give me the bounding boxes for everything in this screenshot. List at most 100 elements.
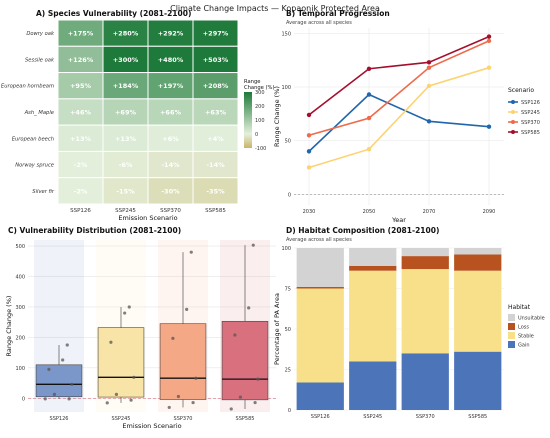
figure-title: Climate Change Impacts — Kopaonik Protec… xyxy=(170,4,380,13)
heatmap-cell-label: -15% xyxy=(116,187,135,195)
data-point xyxy=(426,119,432,124)
legend-marker xyxy=(511,110,515,114)
heatmap-cell-label: +69% xyxy=(115,109,136,117)
heatmap-cell xyxy=(192,124,239,152)
legend-marker xyxy=(511,120,515,124)
legend-colorbar xyxy=(244,92,252,148)
jitter-point xyxy=(191,400,195,405)
heatmap-cell-label: -14% xyxy=(206,161,225,169)
heatmap-cell xyxy=(147,72,194,100)
panel-c-boxplot: C) Vulnerability Distribution (2081-2100… xyxy=(5,226,276,430)
heatmap-row-label: Sessile oak xyxy=(25,57,55,63)
data-point xyxy=(486,65,492,70)
heatmap-cell-label: +46% xyxy=(70,109,91,117)
heatmap-cell xyxy=(192,98,239,126)
jitter-point xyxy=(114,392,119,396)
stacked-bar-segment xyxy=(349,361,397,410)
data-point xyxy=(486,38,492,44)
y-tick-label: 0 xyxy=(22,396,25,402)
jitter-point xyxy=(105,401,109,405)
heatmap-cell-label: -2% xyxy=(74,187,88,195)
data-point xyxy=(366,66,372,71)
series-line xyxy=(308,66,490,169)
legend-swatch xyxy=(508,323,515,330)
y-tick-label: 200 xyxy=(15,335,25,341)
legend-label: SSP245 xyxy=(521,110,540,116)
y-tick-label: 400 xyxy=(15,275,25,281)
heatmap-column-label: SSP370 xyxy=(160,208,181,214)
heatmap-cell-label: +6% xyxy=(162,135,179,143)
heatmap-cell-label: +175% xyxy=(68,30,94,38)
heatmap-row-label: European hornbeam xyxy=(1,84,54,90)
legend-tick-label: 200 xyxy=(255,104,265,110)
jitter-point xyxy=(194,376,198,380)
heatmap-cell-label: -6% xyxy=(119,161,133,169)
series-line xyxy=(308,93,490,152)
heatmap-cell xyxy=(192,150,239,179)
box xyxy=(97,327,145,398)
heatmap-cell-label: +63% xyxy=(205,109,226,117)
x-tick-label: SSP126 xyxy=(50,416,69,422)
x-tick-label: SSP370 xyxy=(174,416,193,422)
y-tick-label: 300 xyxy=(15,305,25,311)
jitter-point xyxy=(256,377,260,381)
data-point xyxy=(486,124,492,129)
data-point xyxy=(486,34,492,39)
data-point xyxy=(306,149,312,154)
legend-title: Change (%) xyxy=(244,85,275,91)
heatmap-cell xyxy=(192,177,239,205)
heatmap-column-label: SSP585 xyxy=(205,208,226,214)
legend-title: Scenario xyxy=(508,87,534,94)
x-tick-label: 2070 xyxy=(423,209,436,215)
x-tick-label: SSP585 xyxy=(468,414,487,420)
panel-d-title: D) Habitat Composition (2081-2100) xyxy=(286,226,439,235)
heatmap-cell xyxy=(57,177,104,205)
y-tick-label: 50 xyxy=(285,139,291,145)
stacked-bar-segment xyxy=(454,254,502,271)
stacked-bar-segment xyxy=(349,265,397,271)
heatmap-cell-label: -30% xyxy=(161,187,180,195)
heatmap-cell-label: +480% xyxy=(158,56,184,64)
heatmap-row-label: European beech xyxy=(12,136,54,142)
legend-label: Stable xyxy=(518,334,534,340)
y-tick-label: 100 xyxy=(281,246,291,252)
jitter-point xyxy=(67,397,71,401)
data-point xyxy=(306,133,312,138)
legend-label: Gain xyxy=(518,343,530,349)
heatmap-cell-label: +297% xyxy=(203,30,229,38)
heatmap-cell xyxy=(57,98,104,126)
x-tick-label: 2090 xyxy=(483,209,496,215)
jitter-point xyxy=(132,375,136,379)
y-tick-label: 50 xyxy=(285,327,291,333)
x-tick-label: SSP126 xyxy=(311,414,330,420)
stacked-bar-segment xyxy=(401,256,449,270)
legend-tick-label: 100 xyxy=(255,118,265,124)
data-point xyxy=(366,115,372,121)
data-point xyxy=(366,147,372,152)
stacked-bar-segment xyxy=(296,286,344,289)
heatmap-column-label: SSP126 xyxy=(70,208,91,214)
legend-marker xyxy=(511,130,515,134)
y-tick-label: 100 xyxy=(15,366,25,372)
x-axis-title: Year xyxy=(391,216,406,224)
data-point xyxy=(426,65,432,70)
legend-label: SSP585 xyxy=(521,130,540,136)
heatmap-cell-label: -14% xyxy=(161,161,180,169)
stacked-bar-segment xyxy=(401,269,449,354)
heatmap-cell-label: +4% xyxy=(207,135,224,143)
panel-d-subtitle: Average across all species xyxy=(286,237,352,243)
heatmap-cell xyxy=(102,124,149,152)
panel-a-heatmap: A) Species Vulnerability (2081-2100) +175… xyxy=(1,9,275,222)
y-tick-label: 100 xyxy=(281,85,291,91)
heatmap-cell xyxy=(57,72,104,100)
panel-b-subtitle: Average across all species xyxy=(286,20,352,26)
heatmap-x-axis-title: Emission Scenario xyxy=(118,214,177,222)
x-tick-label: SSP585 xyxy=(236,416,255,422)
heatmap-cell-label: -35% xyxy=(206,187,225,195)
heatmap-column-label: SSP245 xyxy=(115,208,136,214)
heatmap-cell-label: +280% xyxy=(113,30,139,38)
jitter-point xyxy=(189,250,193,254)
legend-label: Unsuitable xyxy=(518,316,545,322)
stacked-bar-segment xyxy=(401,248,449,257)
